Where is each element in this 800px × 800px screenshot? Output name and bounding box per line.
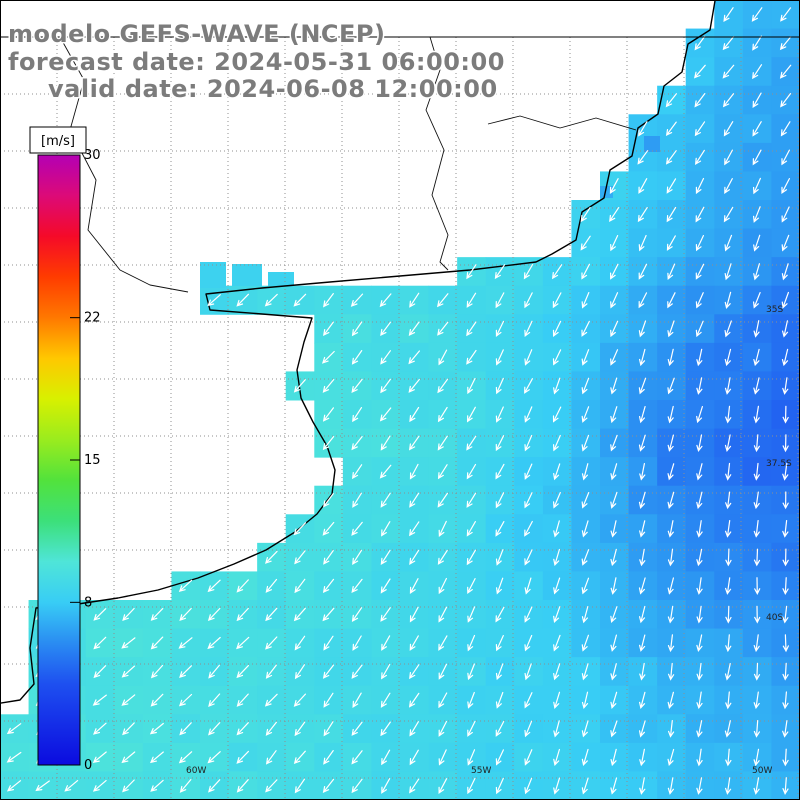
forecast-date-label: forecast date: 2024-05-31 06:00:00 xyxy=(8,48,505,76)
latitude-label: 35S xyxy=(766,305,783,315)
header: modelo GEFS-WAVE (NCEP) forecast date: 2… xyxy=(7,19,506,105)
colorbar-tick-label: 8 xyxy=(84,595,92,610)
colorbar-tick-label: 30 xyxy=(84,148,101,163)
wind-direction-arrows xyxy=(6,7,792,796)
latitude-label: 37.5S xyxy=(766,459,792,469)
latitude-label: 40S xyxy=(766,613,783,623)
valid-date-label: valid date: 2024-06-08 12:00:00 xyxy=(48,75,498,103)
model-title: modelo GEFS-WAVE (NCEP) xyxy=(8,20,385,48)
colorbar-ticks: 30 22 15 8 0 xyxy=(70,148,101,773)
longitude-label: 50W xyxy=(752,766,772,776)
latlon-grid xyxy=(0,37,800,800)
rivers-and-borders xyxy=(59,36,637,293)
colorbar-tick-label: 15 xyxy=(84,453,101,468)
colorbar-tick-label: 0 xyxy=(84,758,92,773)
colorbar: 30 22 15 8 0 [m/s] xyxy=(29,126,101,773)
axis-tick-labels: 35S 37.5S 40S 60W 55W 50W xyxy=(186,305,792,776)
colorbar-unit-box xyxy=(29,126,87,154)
colorbar-tick-label: 22 xyxy=(84,311,101,326)
longitude-label: 60W xyxy=(186,766,206,776)
coastline xyxy=(0,0,716,704)
longitude-label: 55W xyxy=(471,766,491,776)
colorbar-unit-label: [m/s] xyxy=(41,134,75,149)
